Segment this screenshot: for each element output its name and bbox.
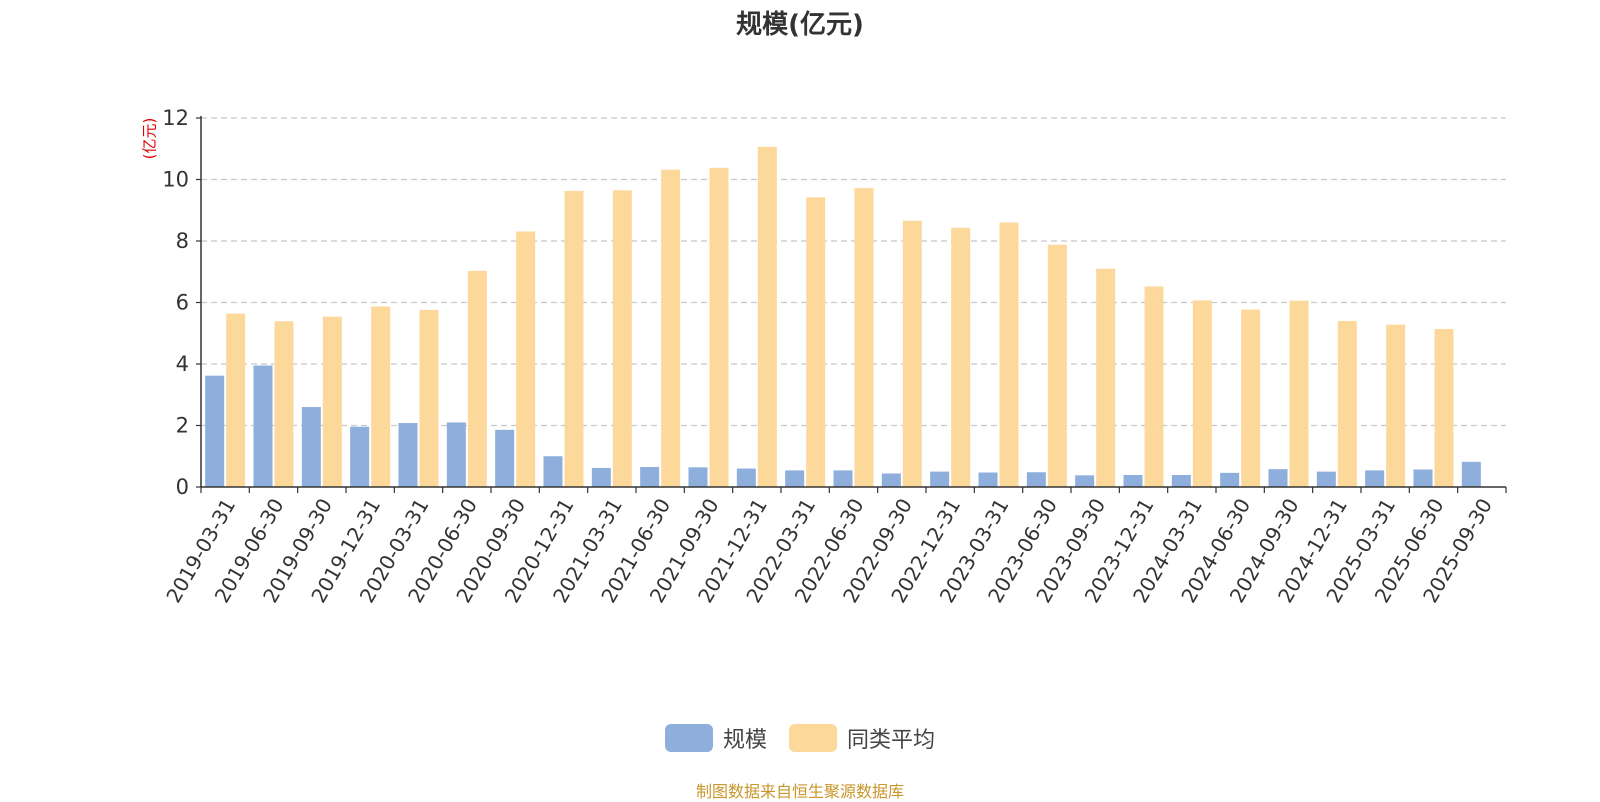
bar-peer-average[interactable]	[1096, 268, 1116, 487]
bar-scale[interactable]	[398, 423, 418, 487]
legend-swatch-scale	[664, 724, 713, 752]
grid-lines	[201, 117, 1506, 427]
legend-item-peer-average[interactable]: 同类平均	[789, 722, 935, 754]
bar-scale[interactable]	[688, 467, 708, 487]
y-tick-label: 10	[162, 168, 189, 192]
bar-peer-average[interactable]	[467, 270, 487, 487]
y-tick-label: 2	[176, 414, 189, 438]
axes	[196, 116, 1507, 493]
bar-scale[interactable]	[591, 467, 611, 487]
bar-scale[interactable]	[1171, 475, 1191, 487]
bar-scale[interactable]	[1026, 472, 1046, 487]
bar-peer-average[interactable]	[1192, 300, 1212, 487]
bar-scale[interactable]	[736, 468, 756, 487]
bar-scale[interactable]	[1316, 471, 1336, 487]
bar-scale[interactable]	[1075, 475, 1095, 487]
bar-scale[interactable]	[1365, 470, 1385, 487]
bar-peer-average[interactable]	[612, 190, 632, 487]
bar-peer-average[interactable]	[806, 197, 826, 487]
bar-scale[interactable]	[978, 472, 998, 487]
legend-swatch-peer-average	[789, 724, 837, 752]
legend-label-peer-average: 同类平均	[847, 728, 936, 753]
bar-scale[interactable]	[1413, 469, 1433, 487]
bar-peer-average[interactable]	[516, 231, 536, 487]
bar-peer-average[interactable]	[274, 321, 294, 487]
bar-scale[interactable]	[881, 473, 901, 487]
y-tick-label: 6	[176, 291, 189, 315]
bar-peer-average[interactable]	[854, 188, 874, 488]
bar-scale[interactable]	[495, 429, 515, 487]
bar-scale[interactable]	[930, 471, 950, 487]
bar-scale[interactable]	[1268, 469, 1288, 487]
bar-scale[interactable]	[350, 426, 370, 487]
bar-peer-average[interactable]	[226, 313, 246, 487]
bar-peer-average[interactable]	[999, 222, 1019, 488]
bar-peer-average[interactable]	[1289, 300, 1309, 487]
bar-peer-average[interactable]	[1047, 244, 1067, 487]
bar-peer-average[interactable]	[661, 169, 681, 487]
legend-item-scale[interactable]: 规模	[664, 722, 767, 754]
bar-scale[interactable]	[833, 470, 853, 487]
bar-peer-average[interactable]	[951, 227, 971, 487]
bar-scale[interactable]	[446, 422, 466, 487]
chart-title: 规模(亿元)	[736, 10, 864, 40]
bar-scale[interactable]	[205, 375, 225, 487]
bar-peer-average[interactable]	[1144, 286, 1164, 487]
bar-scale[interactable]	[785, 470, 805, 487]
y-tick-label: 0	[176, 475, 189, 499]
bar-scale[interactable]	[1461, 461, 1481, 487]
bar-peer-average[interactable]	[709, 167, 729, 487]
bar-scale[interactable]	[1123, 475, 1143, 487]
bar-peer-average[interactable]	[322, 316, 342, 487]
bars	[205, 146, 1481, 488]
y-tick-label: 12	[162, 106, 189, 130]
bar-scale[interactable]	[1220, 472, 1240, 487]
bar-peer-average[interactable]	[371, 306, 391, 487]
bar-peer-average[interactable]	[419, 309, 439, 487]
bar-peer-average[interactable]	[902, 220, 922, 487]
bar-scale[interactable]	[301, 407, 321, 487]
bar-scale[interactable]	[543, 456, 563, 487]
bar-scale[interactable]	[640, 467, 660, 487]
y-tick-label: 4	[176, 352, 189, 376]
y-tick-label: 8	[176, 229, 189, 253]
legend-label-scale: 规模	[722, 728, 767, 753]
legend: 规模 同类平均	[0, 722, 1600, 754]
bar-peer-average[interactable]	[1386, 324, 1406, 487]
bar-scale[interactable]	[253, 365, 273, 487]
source-note: 制图数据来自恒生聚源数据库	[695, 782, 904, 801]
bar-peer-average[interactable]	[564, 190, 584, 487]
bar-peer-average[interactable]	[1434, 328, 1454, 487]
bar-peer-average[interactable]	[757, 146, 777, 487]
bar-peer-average[interactable]	[1337, 320, 1357, 487]
bar-chart: 0246810122019-03-312019-06-302019-09-302…	[161, 106, 1507, 607]
bar-peer-average[interactable]	[1241, 309, 1261, 487]
